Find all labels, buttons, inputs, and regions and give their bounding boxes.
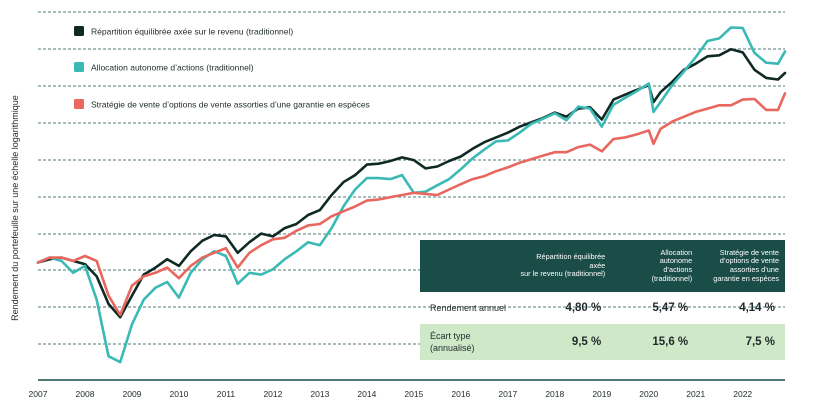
x-tick-label: 2011 [217, 389, 236, 399]
stats-cell: 4,80 % [565, 302, 602, 314]
stats-cell: 4,14 % [739, 302, 775, 314]
x-tick-label: 2010 [169, 389, 188, 399]
x-tick-label: 2018 [545, 389, 564, 399]
legend-swatch [74, 99, 84, 109]
legend-label: Allocation autonome d’actions (tradition… [91, 63, 254, 73]
stats-header-line: (traditionnel) [651, 273, 693, 283]
series-lines [36, 26, 787, 364]
x-tick-label: 2016 [451, 389, 470, 399]
y-axis-label: Rendement du portefeuille sur une échell… [10, 95, 20, 321]
stats-header-col-2: Allocation autonome d’actions (tradition… [611, 240, 698, 292]
gridlines [38, 11, 785, 345]
x-tick-label: 2017 [498, 389, 517, 399]
stats-cell: 9,5 % [571, 336, 602, 348]
legend-swatch [74, 26, 84, 36]
stats-cell: 7,5 % [745, 336, 775, 348]
stats-header-col-3: Stratégie de vente d’options de vente as… [698, 240, 785, 292]
stats-header-line: d’actions [663, 265, 693, 274]
stats-cell: 15,6 % [652, 336, 689, 348]
stats-header-blank [420, 240, 517, 292]
x-tick-label: 2020 [639, 389, 658, 399]
stats-header-col-1: Répartition équilibrée axée sur le reven… [517, 240, 612, 292]
stats-row-std-dev: Écart type (annualisé) 9,5 % 15,6 % 7,5 … [420, 324, 785, 360]
stats-table: Répartition équilibrée axée sur le reven… [420, 240, 785, 360]
x-tick-label: 2012 [263, 389, 282, 399]
x-tick-label: 2014 [357, 389, 376, 399]
x-axis-ticks: 2007 2008 2009 2010 2011 2012 2013 2014 2015 2016… [29, 389, 753, 399]
x-tick-label: 2015 [404, 389, 423, 399]
stats-header-row: Répartition équilibrée axée sur le reven… [420, 240, 785, 292]
stats-cell: 5,47 % [652, 302, 689, 314]
x-tick-label: 2008 [76, 389, 95, 399]
x-tick-label: 2013 [310, 389, 329, 399]
legend-label: Stratégie de vente d’options de vente as… [91, 100, 370, 110]
stats-row-label: Écart type (annualisé) [420, 324, 517, 360]
stats-row-label-line: (annualisé) [430, 343, 475, 353]
stats-header-line: Stratégie de vente [719, 247, 779, 257]
stats-header-line: Allocation [660, 247, 693, 257]
series-line-1 [36, 47, 787, 319]
stats-row-label-line: Écart type [430, 331, 471, 341]
x-tick-label: 2019 [592, 389, 611, 399]
x-tick-label: 2022 [733, 389, 752, 399]
stats-header-line: sur le revenu (traditionnel) [520, 269, 606, 279]
legend: Répartition équilibrée axée sur le reven… [74, 26, 370, 110]
stats-header-line: d’options de vente [719, 256, 779, 266]
stats-row-annual-return: Rendement annuel 4,80 % 5,47 % 4,14 % [420, 292, 785, 324]
x-tick-label: 2021 [686, 389, 705, 399]
series-line-3 [36, 92, 787, 317]
stats-header-line: autonome [659, 256, 693, 266]
x-tick-label: 2009 [123, 389, 142, 399]
stats-row-label: Rendement annuel [430, 303, 507, 313]
x-tick-label: 2007 [29, 389, 48, 399]
legend-swatch [74, 62, 84, 72]
legend-label: Répartition équilibrée axée sur le reven… [91, 27, 293, 37]
stats-header-line: Répartition équilibrée axée [536, 252, 606, 270]
stats-header-line: garantie en espèces [713, 273, 779, 283]
stats-header-line: assorties d’une [729, 265, 779, 274]
